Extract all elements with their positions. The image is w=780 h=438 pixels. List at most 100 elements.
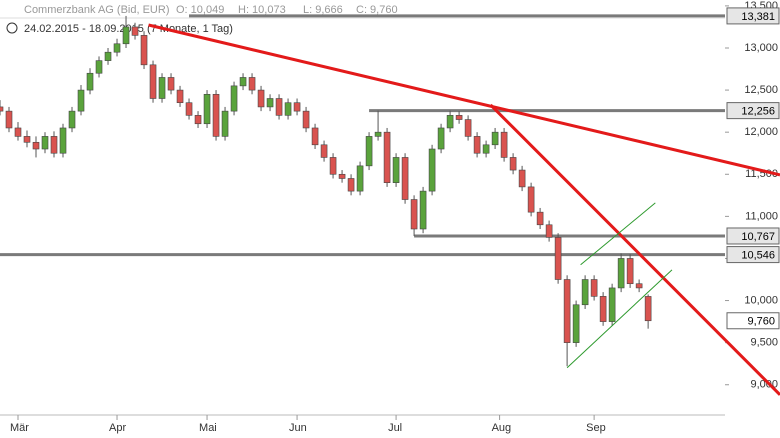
candle-body	[428, 148, 436, 192]
candle-body	[590, 279, 598, 297]
candle-body	[176, 89, 184, 104]
candle-body	[5, 110, 13, 129]
candle-body	[149, 64, 157, 99]
level-label: 13,381	[741, 11, 775, 23]
quote-close: C: 9,760	[356, 4, 398, 16]
candle-body	[356, 165, 364, 192]
x-tick-label: Aug	[492, 422, 512, 434]
quote-open: O: 10,049	[176, 4, 224, 16]
level-label: 12,256	[741, 106, 775, 118]
candle-body	[518, 169, 526, 188]
candle-body	[446, 115, 454, 129]
candle-body	[95, 60, 103, 74]
last-price-label: 9,760	[747, 316, 775, 328]
candle-body	[644, 296, 652, 322]
candle-body	[86, 72, 94, 91]
trendline	[489, 103, 780, 396]
y-tick-label: 12,500	[744, 84, 778, 96]
candle-body	[230, 85, 238, 112]
candle-body	[131, 26, 139, 36]
candle-body	[554, 237, 562, 280]
candle-body	[365, 136, 373, 167]
candle-body	[0, 106, 4, 112]
candle-body	[410, 199, 418, 230]
x-tick-label: Mär	[10, 422, 29, 434]
y-tick-label: 11,000	[745, 210, 778, 222]
trendline	[580, 202, 656, 266]
x-tick-label: Mai	[199, 422, 217, 434]
candle-body	[374, 131, 382, 137]
chart-title: Commerzbank AG (Bid, EUR)	[24, 4, 169, 16]
candle-body	[617, 258, 625, 289]
candle-body	[140, 35, 148, 66]
candle-body	[311, 127, 319, 146]
trendline	[148, 23, 780, 177]
candle-body	[599, 296, 607, 322]
quote-high: H: 10,073	[238, 4, 286, 16]
quote-low: L: 9,666	[303, 4, 343, 16]
candle-body	[536, 211, 544, 226]
candle-body	[203, 93, 211, 125]
candle-body	[293, 102, 301, 112]
candle-body	[14, 127, 22, 137]
candle-body	[266, 98, 274, 108]
x-tick-label: Apr	[109, 422, 126, 434]
candle-body	[284, 102, 292, 116]
y-tick-label: 13,500	[744, 0, 778, 12]
candle-body	[239, 77, 247, 87]
candle-body	[104, 51, 112, 61]
level-box	[726, 246, 780, 264]
candle-body	[419, 190, 427, 230]
candle-body	[626, 258, 634, 285]
candle-body	[167, 77, 175, 91]
candle-body	[122, 26, 130, 45]
level-box	[726, 227, 780, 245]
last-price-box	[726, 312, 780, 330]
candle-body	[464, 119, 472, 137]
candle-body	[302, 110, 310, 129]
candle-body	[329, 157, 337, 175]
candle-body	[221, 110, 229, 137]
y-tick-label: 10,000	[744, 294, 778, 306]
level-label: 10,546	[741, 249, 775, 261]
candle-body	[572, 304, 580, 343]
candle-body	[563, 279, 571, 343]
candle-body	[581, 279, 589, 306]
candle-body	[500, 131, 508, 158]
candle-body	[275, 98, 283, 116]
x-tick-label: Jun	[289, 422, 307, 434]
y-tick-label: 9,500	[750, 337, 778, 349]
candle-body	[59, 127, 67, 154]
candle-body	[347, 178, 355, 192]
candle-body	[50, 136, 58, 154]
clock-icon	[6, 22, 18, 34]
candle-body	[185, 102, 193, 116]
trendline	[566, 269, 673, 369]
candle-body	[23, 136, 31, 143]
candle-body	[392, 157, 400, 183]
candle-body	[158, 77, 166, 99]
level-box	[726, 102, 780, 120]
candle-body	[455, 115, 463, 120]
x-tick-label: Jul	[388, 422, 402, 434]
candle-body	[509, 157, 517, 171]
candle-body	[77, 89, 85, 112]
candle-body	[68, 110, 76, 129]
y-tick-label: 12,000	[744, 126, 778, 138]
candle-body	[635, 283, 643, 289]
candle-body	[212, 93, 220, 137]
candle-body	[113, 43, 121, 53]
candle-body	[608, 287, 616, 322]
candle-body	[401, 157, 409, 200]
candle-body	[32, 141, 40, 150]
y-tick-label: 13,000	[744, 42, 778, 54]
candle-body	[248, 77, 256, 91]
candle-body	[257, 89, 265, 108]
candle-body	[194, 115, 202, 125]
candle-body	[338, 173, 346, 179]
candle-body	[527, 186, 535, 213]
candle-body	[545, 224, 553, 238]
candle-body	[482, 144, 490, 154]
